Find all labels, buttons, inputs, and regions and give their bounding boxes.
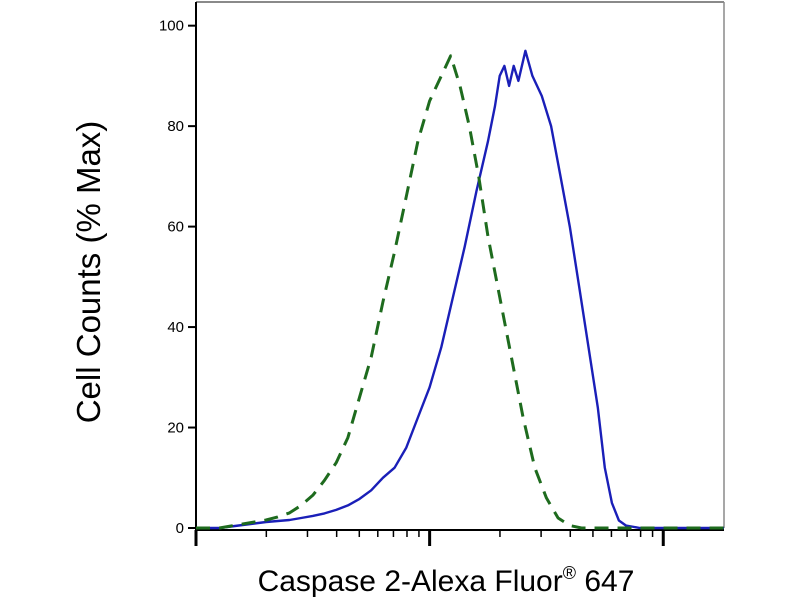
series-layer (196, 49, 724, 530)
x-axis-title-superscript: ® (563, 563, 576, 583)
y-axis: 0 20 40 60 80 100 (159, 18, 196, 537)
plot-frame (195, 1, 725, 531)
y-tick-label: 60 (167, 219, 184, 236)
y-tick-label: 20 (167, 420, 184, 437)
x-axis-title-suffix: 647 (584, 565, 634, 598)
x-axis (194, 530, 665, 546)
control-histogram-line (196, 54, 724, 530)
y-tick-label: 40 (167, 319, 184, 336)
sample-histogram-line (196, 49, 724, 530)
x-axis-title: Caspase 2-Alexa Fluor® 647 (258, 563, 635, 598)
x-axis-title-main: Caspase 2-Alexa Fluor (258, 565, 563, 598)
y-tick-label: 100 (159, 18, 184, 35)
y-axis-title: Cell Counts (% Max) (70, 121, 107, 424)
y-tick-label: 0 (176, 520, 184, 537)
y-tick-label: 80 (167, 118, 184, 135)
